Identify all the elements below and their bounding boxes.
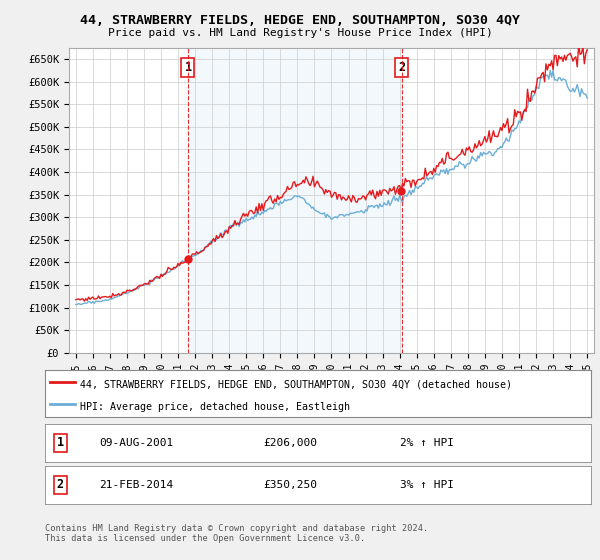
Text: 1: 1 [57, 436, 64, 450]
Text: HPI: Average price, detached house, Eastleigh: HPI: Average price, detached house, East… [80, 402, 350, 412]
Text: 2% ↑ HPI: 2% ↑ HPI [400, 438, 454, 448]
Text: £206,000: £206,000 [263, 438, 317, 448]
Text: 2: 2 [57, 478, 64, 492]
Text: 44, STRAWBERRY FIELDS, HEDGE END, SOUTHAMPTON, SO30 4QY: 44, STRAWBERRY FIELDS, HEDGE END, SOUTHA… [80, 14, 520, 27]
Bar [188, 48, 402, 353]
Text: 09-AUG-2001: 09-AUG-2001 [100, 438, 174, 448]
Text: £350,250: £350,250 [263, 480, 317, 490]
Text: Contains HM Land Registry data © Crown copyright and database right 2024.
This d: Contains HM Land Registry data © Crown c… [45, 524, 428, 543]
Text: 3% ↑ HPI: 3% ↑ HPI [400, 480, 454, 490]
Text: 1: 1 [184, 61, 191, 74]
Text: 2: 2 [398, 61, 405, 74]
Text: 21-FEB-2014: 21-FEB-2014 [100, 480, 174, 490]
Text: 44, STRAWBERRY FIELDS, HEDGE END, SOUTHAMPTON, SO30 4QY (detached house): 44, STRAWBERRY FIELDS, HEDGE END, SOUTHA… [80, 380, 512, 390]
Text: Price paid vs. HM Land Registry's House Price Index (HPI): Price paid vs. HM Land Registry's House … [107, 28, 493, 38]
